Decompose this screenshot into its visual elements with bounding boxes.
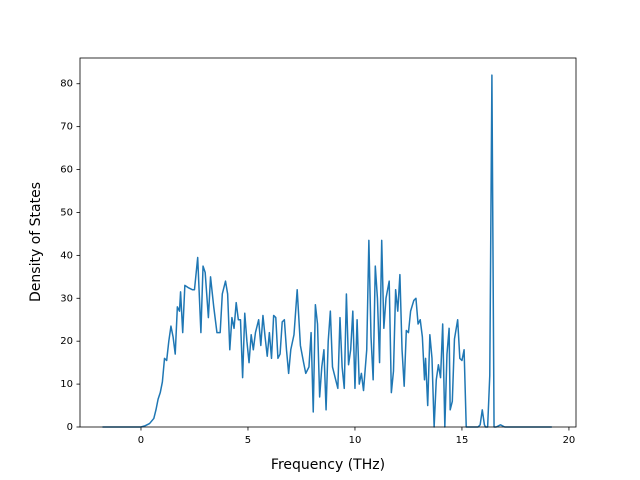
y-axis-label: Density of States [28, 182, 44, 302]
x-tick-label: 15 [456, 435, 469, 446]
x-axis-label: Frequency (THz) [271, 457, 385, 473]
axes-frame [79, 57, 577, 428]
y-tick-label: 50 [60, 207, 73, 218]
x-tick-label: 0 [138, 435, 144, 446]
y-tick-label: 10 [60, 379, 73, 390]
y-tick-label: 60 [60, 165, 73, 176]
y-tick-label: 40 [60, 250, 73, 261]
line [102, 74, 552, 428]
x-tick-label: 5 [245, 435, 251, 446]
y-tick-label: 80 [60, 79, 73, 90]
y-tick-label: 0 [67, 422, 73, 433]
y-tick-label: 70 [60, 122, 73, 133]
y-tick-label: 20 [60, 336, 73, 347]
y-tick-label: 30 [60, 293, 73, 304]
x-tick-label: 20 [563, 435, 576, 446]
x-tick-label: 10 [349, 435, 362, 446]
